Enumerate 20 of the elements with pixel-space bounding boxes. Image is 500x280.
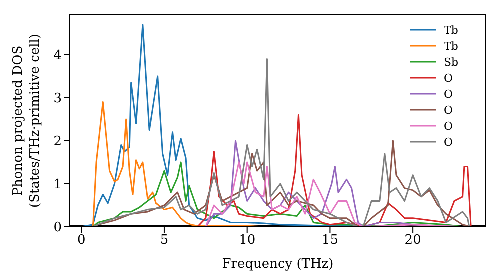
legend-label: O <box>444 120 454 132</box>
y-tick-label: 2 <box>54 134 62 150</box>
x-tick-label: 15 <box>322 233 338 248</box>
legend-label: Tb <box>444 40 458 52</box>
y-tick-label: 3 <box>54 92 62 107</box>
y-tick-label: 1 <box>54 178 62 193</box>
x-tick-label: 5 <box>160 233 169 248</box>
legend-label: Tb <box>444 24 458 36</box>
legend-label: Sb <box>444 56 459 68</box>
y-tick-label: 4 <box>54 48 62 64</box>
x-tick-label: 0 <box>77 233 86 248</box>
x-tick-label: 10 <box>239 233 256 248</box>
y-axis-title: Phonon projected DOS (States/THz·primitive cell) <box>11 34 43 208</box>
legend-label: O <box>444 72 454 84</box>
legend-label: O <box>444 104 454 116</box>
x-axis-title: Frequency (THz) <box>222 257 334 272</box>
y-tick-label: 0 <box>54 220 62 236</box>
x-tick-label: 20 <box>404 233 422 248</box>
legend-label: O <box>444 88 454 100</box>
legend-label: O <box>444 136 454 148</box>
